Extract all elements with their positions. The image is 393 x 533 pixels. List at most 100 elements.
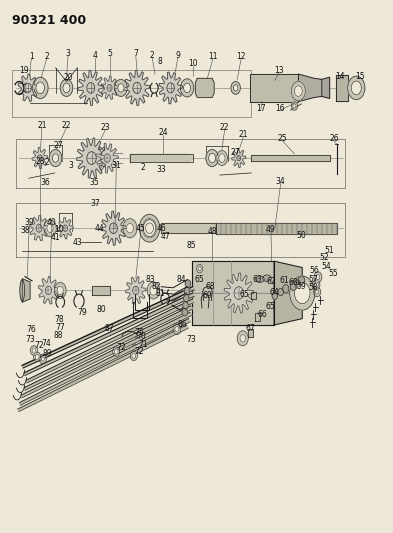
Circle shape — [184, 295, 189, 302]
Text: 37: 37 — [91, 199, 100, 208]
Polygon shape — [78, 70, 104, 106]
Circle shape — [44, 220, 56, 237]
Circle shape — [283, 285, 289, 293]
Text: 54: 54 — [321, 262, 331, 271]
Text: 23: 23 — [101, 123, 110, 132]
Circle shape — [206, 150, 219, 166]
Text: 51: 51 — [325, 246, 334, 255]
Circle shape — [295, 280, 300, 287]
Text: 84: 84 — [177, 275, 186, 284]
Circle shape — [33, 352, 40, 362]
Text: 82: 82 — [151, 282, 160, 291]
Text: 90321 400: 90321 400 — [13, 14, 86, 27]
Text: 72: 72 — [34, 341, 44, 350]
Polygon shape — [32, 148, 48, 168]
Circle shape — [32, 348, 36, 353]
Text: 34: 34 — [276, 177, 286, 186]
Circle shape — [36, 224, 42, 232]
Circle shape — [175, 327, 179, 332]
Text: 36: 36 — [41, 178, 51, 187]
Circle shape — [39, 354, 46, 364]
Circle shape — [133, 286, 139, 295]
Text: 65: 65 — [265, 302, 275, 311]
Polygon shape — [336, 75, 348, 101]
Polygon shape — [30, 215, 48, 241]
Circle shape — [298, 276, 305, 285]
Text: 41: 41 — [51, 233, 61, 243]
Circle shape — [173, 324, 181, 335]
Polygon shape — [24, 306, 193, 390]
Text: 33: 33 — [156, 165, 166, 174]
Text: 66: 66 — [257, 310, 267, 319]
Circle shape — [209, 154, 216, 163]
Polygon shape — [77, 138, 107, 178]
Text: 43: 43 — [73, 238, 82, 247]
Circle shape — [113, 347, 120, 357]
Circle shape — [115, 79, 127, 96]
Circle shape — [32, 77, 48, 99]
Text: 72: 72 — [134, 347, 144, 356]
Text: 24: 24 — [158, 128, 168, 137]
Text: 22: 22 — [62, 121, 71, 130]
Text: 58: 58 — [309, 283, 318, 292]
Text: 73: 73 — [25, 335, 35, 344]
Circle shape — [240, 335, 246, 342]
Polygon shape — [216, 223, 338, 233]
Polygon shape — [124, 70, 150, 106]
Circle shape — [123, 219, 137, 238]
Polygon shape — [92, 286, 110, 295]
Text: 75: 75 — [134, 328, 144, 337]
Circle shape — [130, 351, 138, 361]
Text: 12: 12 — [237, 52, 246, 61]
Text: 68: 68 — [205, 282, 215, 291]
Polygon shape — [101, 76, 118, 99]
Text: 2: 2 — [150, 52, 154, 60]
Circle shape — [231, 82, 241, 94]
Circle shape — [132, 353, 136, 359]
Polygon shape — [20, 319, 190, 405]
Circle shape — [45, 286, 51, 295]
Text: 50: 50 — [297, 231, 306, 240]
Circle shape — [291, 82, 305, 101]
Circle shape — [127, 223, 134, 233]
Circle shape — [49, 150, 62, 166]
Text: 47: 47 — [161, 232, 171, 241]
Circle shape — [60, 79, 73, 96]
Text: 86: 86 — [177, 320, 187, 329]
Circle shape — [145, 223, 153, 233]
Polygon shape — [274, 261, 302, 325]
Circle shape — [237, 156, 241, 161]
Circle shape — [294, 282, 310, 304]
Circle shape — [142, 219, 156, 238]
Text: 21: 21 — [37, 121, 46, 130]
Text: 73: 73 — [187, 335, 196, 344]
Polygon shape — [298, 74, 322, 102]
Circle shape — [167, 83, 174, 93]
Text: 38: 38 — [20, 226, 30, 235]
Circle shape — [87, 83, 95, 93]
Text: 74: 74 — [42, 339, 51, 348]
Polygon shape — [18, 74, 38, 101]
Polygon shape — [224, 273, 253, 313]
Text: 40: 40 — [47, 219, 57, 228]
Text: 71: 71 — [138, 340, 148, 349]
Polygon shape — [322, 77, 330, 99]
Circle shape — [140, 214, 160, 242]
Circle shape — [110, 223, 118, 233]
Text: 49: 49 — [266, 225, 276, 234]
Text: 2: 2 — [140, 163, 145, 172]
Polygon shape — [24, 293, 194, 375]
Polygon shape — [96, 143, 118, 173]
Polygon shape — [101, 211, 126, 245]
Text: 28: 28 — [35, 157, 45, 166]
Text: 31: 31 — [111, 161, 121, 170]
Circle shape — [133, 82, 141, 93]
Text: 7: 7 — [133, 50, 138, 58]
Circle shape — [150, 286, 157, 295]
Text: 17: 17 — [256, 103, 266, 112]
Circle shape — [219, 154, 225, 163]
Circle shape — [35, 354, 39, 360]
Circle shape — [183, 302, 188, 309]
Circle shape — [52, 154, 59, 163]
Text: 65: 65 — [239, 289, 249, 298]
